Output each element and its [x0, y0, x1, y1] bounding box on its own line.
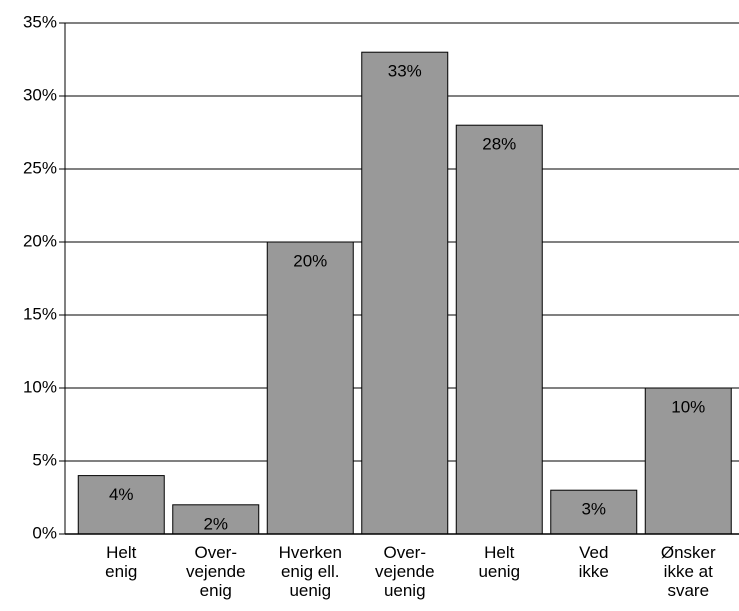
value-label: 10% — [671, 397, 705, 416]
bar — [266, 241, 354, 535]
x-tick-label: Over-vejende uenig — [375, 543, 435, 600]
x-tick-label: Ønsker ikke at svare — [661, 543, 716, 600]
y-tick-label: 20% — [23, 231, 57, 250]
y-tick-label: 0% — [32, 523, 57, 542]
y-tick-label: 10% — [23, 377, 57, 396]
value-label: 3% — [581, 500, 606, 519]
x-tick-label: Ved ikke — [579, 543, 609, 581]
x-tick-label: Helt enig — [105, 543, 137, 581]
bar — [644, 387, 732, 535]
x-tick-label: Hverken enig ell. uenig — [279, 543, 342, 600]
x-tick-label: Helt uenig — [478, 543, 520, 581]
value-label: 4% — [109, 485, 134, 504]
value-label: 28% — [482, 135, 516, 154]
y-tick-label: 25% — [23, 158, 57, 177]
value-label: 2% — [203, 514, 228, 533]
bar — [172, 504, 260, 535]
y-tick-label: 35% — [23, 12, 57, 31]
bar — [361, 51, 449, 535]
value-label: 33% — [388, 62, 422, 81]
y-tick-label: 30% — [23, 85, 57, 104]
bar — [550, 489, 638, 535]
value-label: 20% — [293, 251, 327, 270]
x-tick-label: Over-vejende enig — [186, 543, 246, 600]
y-tick-label: 5% — [32, 450, 57, 469]
bar — [77, 475, 165, 535]
y-tick-label: 15% — [23, 304, 57, 323]
bar — [455, 124, 543, 535]
